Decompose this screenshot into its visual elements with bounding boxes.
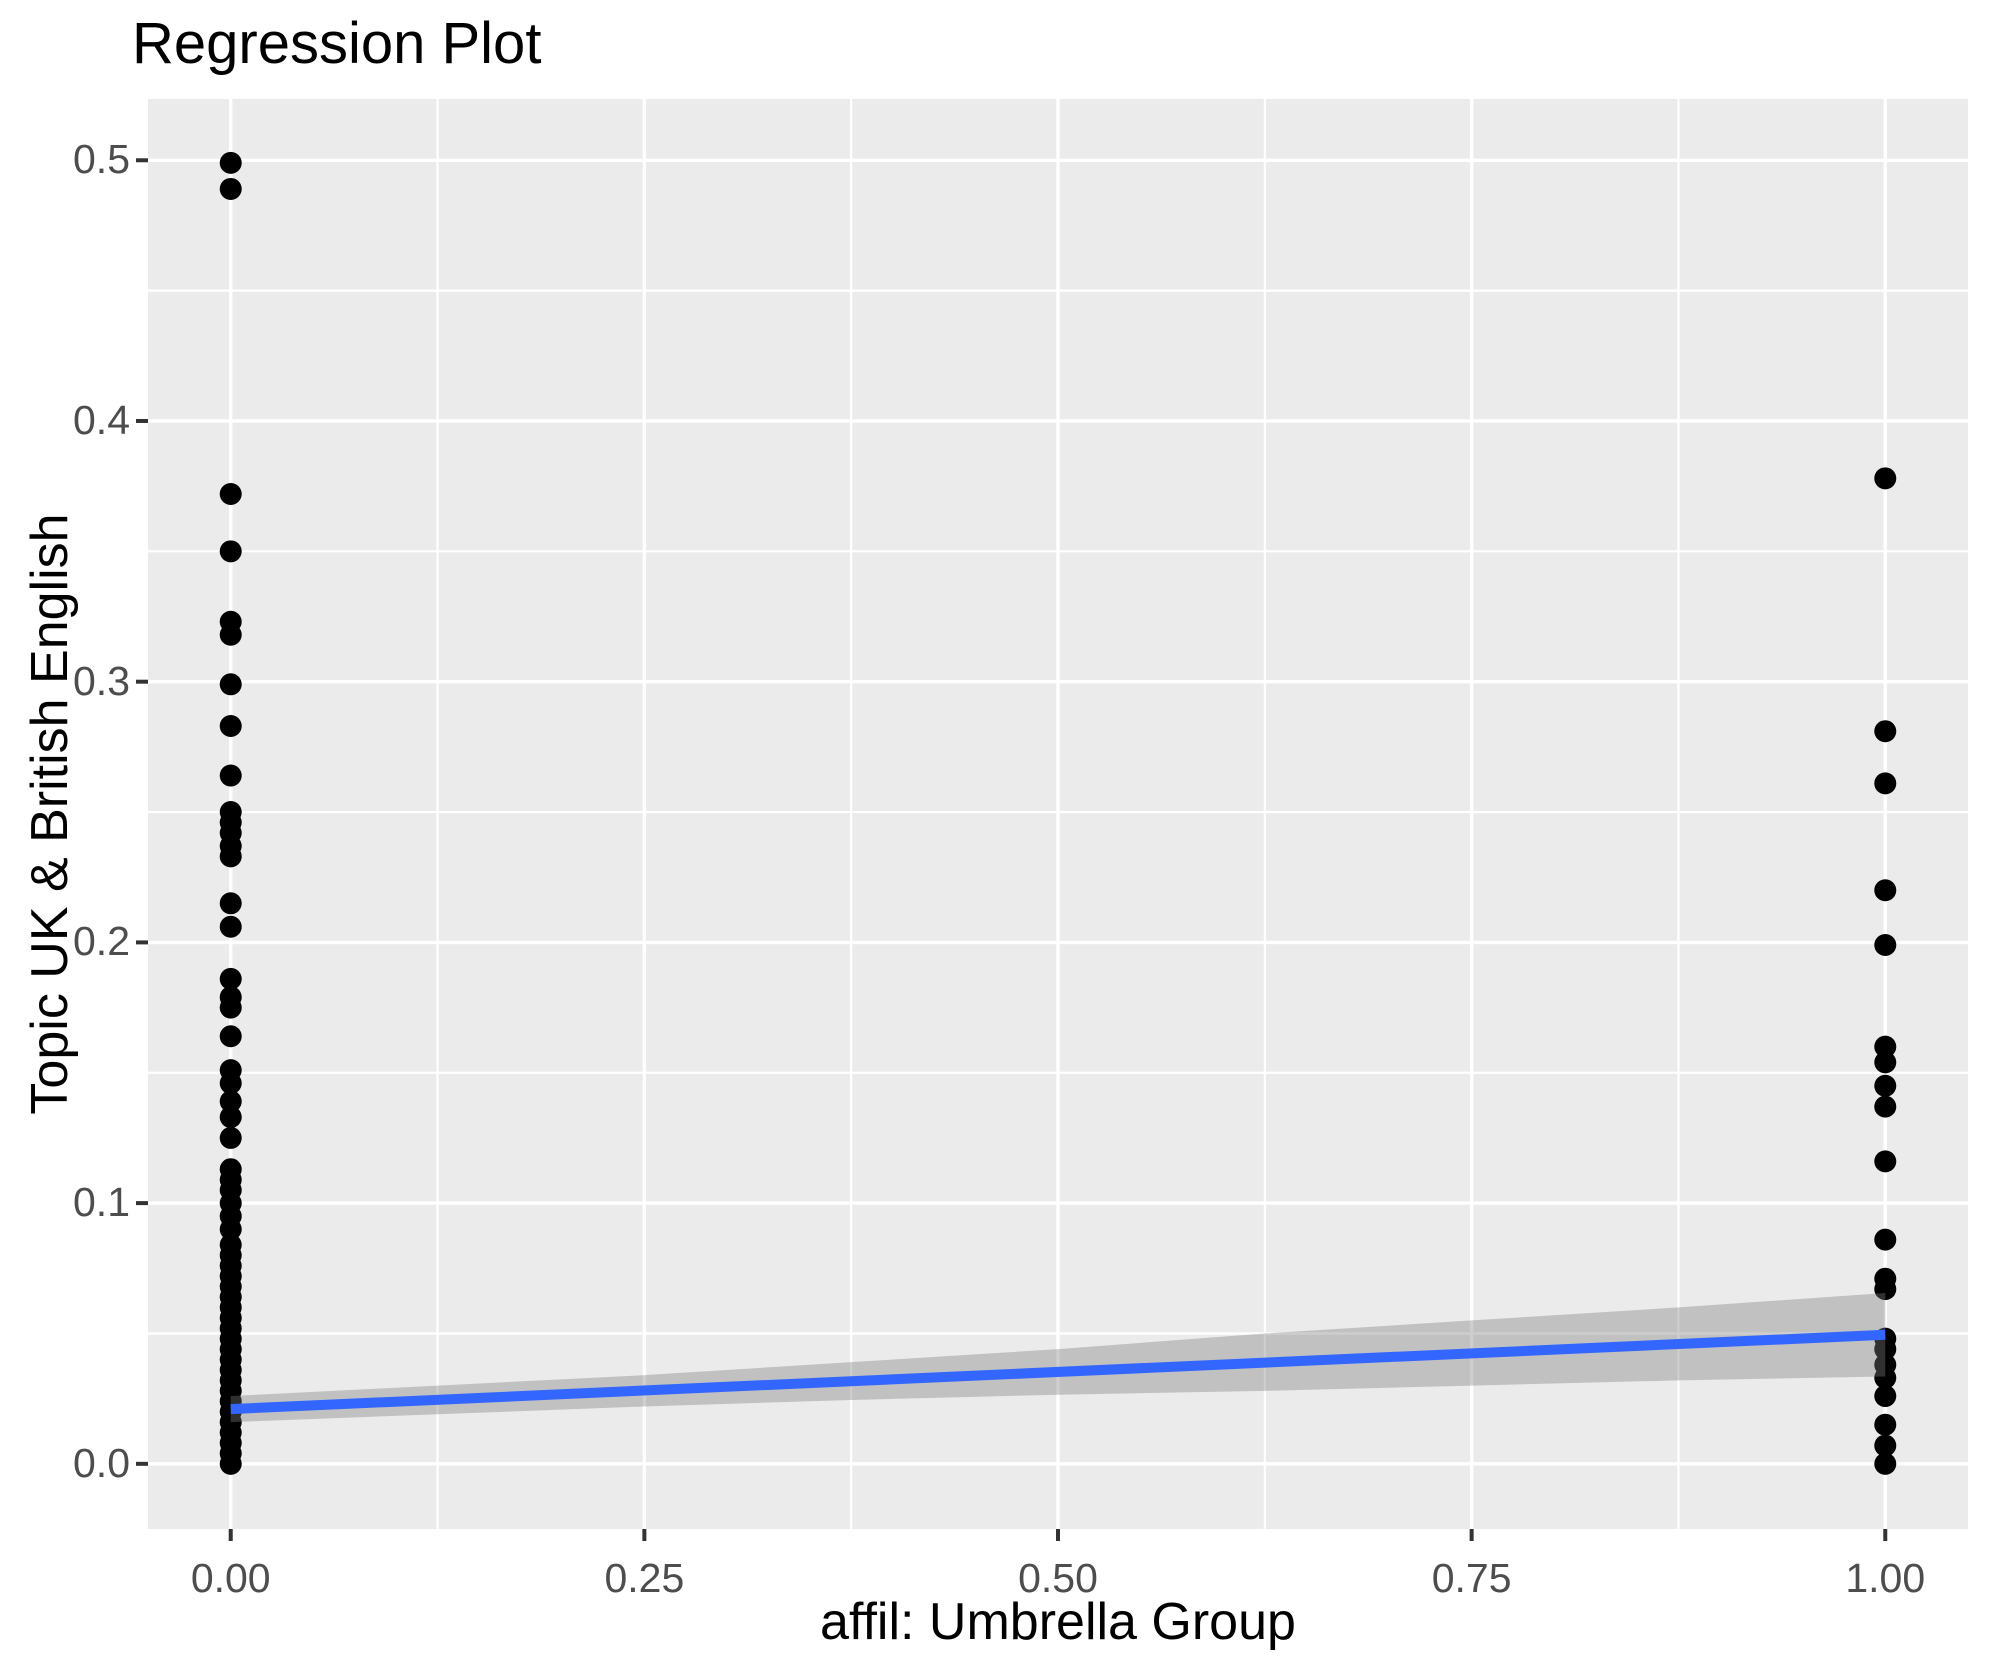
data-point — [219, 915, 242, 938]
x-tick-label: 1.00 — [1845, 1555, 1926, 1601]
data-point — [219, 892, 242, 915]
data-point — [219, 967, 242, 990]
data-point — [219, 1072, 242, 1095]
data-point — [1874, 1051, 1897, 1074]
data-point — [219, 715, 242, 738]
data-point — [219, 177, 242, 200]
data-point — [219, 1126, 242, 1149]
data-point — [1874, 1338, 1897, 1361]
data-point — [219, 1452, 242, 1475]
x-tick-label: 0.00 — [190, 1555, 271, 1601]
data-point — [1874, 1385, 1897, 1408]
data-point — [1874, 1035, 1897, 1058]
plot-title: Regression Plot — [132, 11, 542, 76]
data-point — [1874, 934, 1897, 957]
y-tick-label: 0.5 — [73, 136, 130, 183]
data-point — [1874, 1228, 1897, 1251]
data-point — [219, 1218, 242, 1241]
data-point — [1874, 1278, 1897, 1301]
y-tick-label: 0.0 — [73, 1439, 130, 1486]
data-point — [219, 673, 242, 696]
y-tick-label: 0.1 — [73, 1179, 130, 1226]
data-point — [219, 540, 242, 563]
data-point — [219, 623, 242, 646]
y-tick-label: 0.3 — [73, 657, 130, 704]
data-point — [219, 764, 242, 787]
y-axis-title: Topic UK & British English — [21, 513, 79, 1115]
data-point — [1874, 1074, 1897, 1097]
data-point — [219, 151, 242, 174]
data-point — [1874, 879, 1897, 902]
data-point — [1874, 467, 1897, 490]
regression-line — [230, 1329, 1886, 1415]
data-point — [219, 482, 242, 505]
data-point — [219, 1090, 242, 1113]
data-point — [219, 1106, 242, 1129]
y-tick-label: 0.2 — [73, 918, 130, 965]
x-axis-title: affil: Umbrella Group — [820, 1593, 1296, 1651]
data-point — [1874, 1150, 1897, 1173]
data-point — [1874, 1095, 1897, 1118]
data-point — [219, 845, 242, 868]
x-tick-label: 0.25 — [604, 1555, 685, 1601]
data-point — [219, 1025, 242, 1048]
data-point — [1874, 720, 1897, 743]
y-tick-label: 0.4 — [73, 396, 130, 443]
data-point — [219, 996, 242, 1019]
x-tick-label: 0.50 — [1018, 1555, 1098, 1601]
data-point — [1874, 1434, 1897, 1457]
data-point — [1874, 1366, 1897, 1389]
data-point — [1874, 1452, 1897, 1475]
data-point — [1874, 1413, 1897, 1436]
data-point — [1874, 772, 1897, 795]
x-tick-label: 0.75 — [1431, 1555, 1512, 1601]
